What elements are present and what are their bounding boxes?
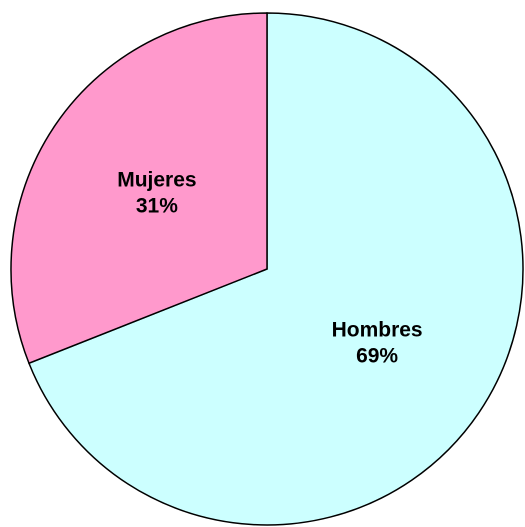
- pie-slice: [28, 12, 524, 526]
- slice-label: Hombres: [332, 318, 423, 341]
- slice-value-label: 31%: [136, 195, 178, 218]
- slice-label: Mujeres: [117, 169, 196, 192]
- slice-value-label: 69%: [356, 344, 398, 367]
- pie-slice: [10, 12, 268, 365]
